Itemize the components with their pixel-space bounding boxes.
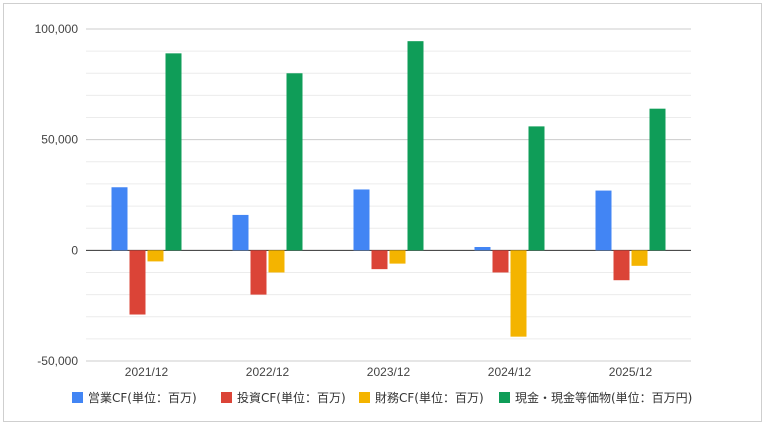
x-tick-label: 2022/12 <box>246 365 290 379</box>
bar-3-2025-12 <box>631 250 648 266</box>
bar-1-2022-12 <box>232 214 249 251</box>
legend-swatch <box>72 392 83 403</box>
legend-label: 現金・現金等価物(単位：百万円) <box>515 390 692 405</box>
y-tick-label: 0 <box>71 243 78 257</box>
bar-4-2022-12 <box>286 73 303 251</box>
bar-4-2024-12 <box>528 126 545 251</box>
legend-swatch <box>221 392 232 403</box>
bar-1-2024-12 <box>474 247 491 251</box>
legend-label: 投資CF(単位：百万) <box>237 390 346 405</box>
x-tick-label: 2023/12 <box>367 365 411 379</box>
gridlines <box>86 28 691 362</box>
bar-3-2024-12 <box>510 250 527 337</box>
bar-2-2024-12 <box>492 250 509 273</box>
y-tick-label: -50,000 <box>37 354 78 368</box>
bar-2-2023-12 <box>371 250 388 270</box>
bar-4-2023-12 <box>407 41 424 251</box>
bar-3-2023-12 <box>389 250 406 264</box>
bar-2-2022-12 <box>250 250 267 295</box>
bar-2-2021-12 <box>129 250 146 315</box>
legend-swatch <box>359 392 370 403</box>
bar-3-2021-12 <box>147 250 164 262</box>
y-tick-label: 50,000 <box>41 133 78 147</box>
legend: 営業CF(単位：百万) 投資CF(単位：百万) 財務CF(単位：百万) 現金・現金等価… <box>72 390 692 405</box>
x-tick-label: 2021/12 <box>125 365 169 379</box>
y-axis-ticks: -50,000 0 50,000 100,000 <box>35 22 79 368</box>
legend-label: 財務CF(単位：百万) <box>375 390 484 405</box>
bar-1-2025-12 <box>595 190 612 251</box>
x-tick-label: 2024/12 <box>488 365 532 379</box>
bar-1-2023-12 <box>353 189 370 251</box>
bar-3-2022-12 <box>268 250 285 273</box>
legend-label: 営業CF(単位：百万) <box>88 390 197 405</box>
bars <box>111 41 666 337</box>
bar-4-2021-12 <box>165 53 182 251</box>
bar-1-2021-12 <box>111 187 128 251</box>
bar-2-2025-12 <box>613 250 630 281</box>
legend-swatch <box>499 392 510 403</box>
x-axis-ticks: 2021/12 2022/12 2023/12 2024/12 2025/12 <box>125 365 653 379</box>
bar-4-2025-12 <box>649 108 666 251</box>
y-tick-label: 100,000 <box>35 22 79 36</box>
x-tick-label: 2025/12 <box>609 365 653 379</box>
